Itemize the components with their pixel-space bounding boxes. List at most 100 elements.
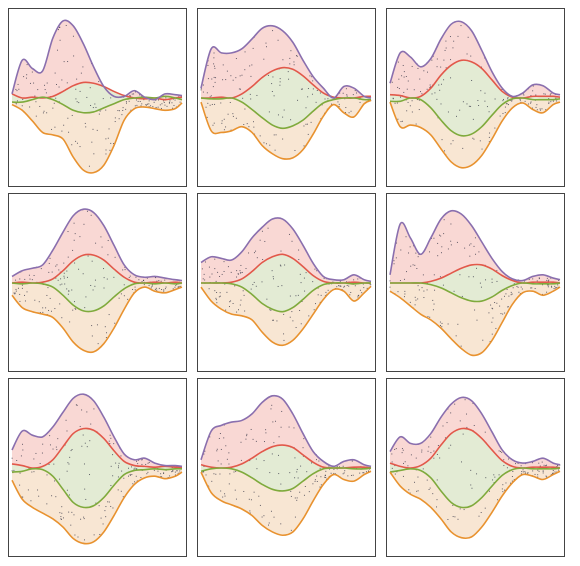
scatter-point: [221, 120, 223, 122]
scatter-point: [545, 475, 547, 477]
scatter-point: [250, 428, 252, 430]
scatter-point: [224, 495, 226, 497]
scatter-point: [476, 267, 478, 269]
scatter-point: [494, 98, 496, 100]
scatter-point: [468, 105, 470, 107]
chart-panel-9: [386, 378, 565, 557]
scatter-point: [61, 317, 63, 319]
scatter-point: [263, 515, 265, 517]
scatter-point: [542, 284, 544, 286]
scatter-point: [24, 294, 26, 296]
scatter-point: [547, 286, 549, 288]
scatter-point: [554, 287, 556, 289]
scatter-point: [252, 284, 254, 286]
scatter-point: [417, 476, 419, 478]
scatter-point: [76, 404, 78, 406]
scatter-point: [164, 288, 166, 290]
scatter-point: [59, 26, 61, 28]
scatter-point: [431, 93, 433, 95]
scatter-point: [401, 452, 403, 454]
scatter-point: [56, 264, 58, 266]
scatter-point: [268, 524, 269, 526]
scatter-point: [512, 471, 514, 473]
scatter-point: [334, 473, 336, 475]
scatter-point: [345, 281, 347, 283]
scatter-point: [416, 490, 418, 492]
scatter-point: [526, 472, 528, 474]
scatter-point: [271, 83, 273, 85]
scatter-point: [95, 502, 97, 504]
scatter-point: [105, 337, 107, 339]
scatter-point: [321, 104, 323, 106]
scatter-point: [348, 112, 350, 114]
scatter-point: [168, 101, 170, 103]
scatter-point: [484, 507, 486, 509]
scatter-point: [303, 125, 305, 127]
scatter-point: [429, 487, 431, 489]
scatter-point: [470, 55, 472, 57]
scatter-point: [139, 101, 141, 102]
scatter-point: [125, 108, 127, 110]
scatter-point: [440, 103, 442, 105]
scatter-point: [520, 473, 522, 475]
scatter-point: [296, 499, 298, 501]
scatter-point: [211, 103, 213, 105]
scatter-point: [422, 274, 424, 276]
upper-envelope-line: [200, 24, 372, 99]
scatter-point: [13, 292, 15, 294]
scatter-point: [537, 476, 539, 478]
scatter-point: [488, 136, 490, 138]
scatter-point: [219, 473, 221, 475]
scatter-point: [296, 55, 298, 57]
scatter-point: [294, 457, 296, 459]
scatter-point: [277, 114, 279, 116]
scatter-point: [179, 286, 181, 288]
scatter-point: [240, 299, 242, 301]
scatter-point: [134, 481, 136, 483]
scatter-point: [92, 289, 94, 291]
scatter-point: [363, 472, 365, 474]
scatter-point: [124, 269, 126, 271]
scatter-point: [109, 149, 111, 151]
scatter-point: [280, 483, 282, 485]
scatter-point: [123, 284, 125, 286]
scatter-point: [267, 74, 269, 76]
lower-band: [12, 96, 182, 173]
scatter-point: [55, 97, 57, 99]
scatter-point: [272, 319, 274, 321]
scatter-point: [112, 507, 114, 509]
scatter-point: [555, 287, 557, 289]
scatter-point: [140, 477, 142, 479]
scatter-point: [129, 473, 131, 475]
scatter-point: [127, 298, 129, 300]
scatter-point: [450, 223, 452, 225]
scatter-point: [143, 99, 145, 101]
scatter-point: [498, 450, 500, 452]
scatter-point: [91, 335, 93, 337]
scatter-point: [204, 450, 206, 452]
scatter-point: [79, 90, 81, 92]
scatter-point: [508, 458, 510, 460]
scatter-point: [489, 132, 491, 134]
scatter-point: [117, 110, 119, 112]
scatter-point: [468, 276, 470, 278]
scatter-point: [324, 474, 326, 476]
scatter-point: [513, 283, 515, 285]
scatter-point: [494, 302, 496, 304]
scatter-point: [303, 277, 305, 279]
scatter-point: [114, 256, 116, 258]
mid-upper-line: [389, 427, 561, 469]
scatter-point: [58, 86, 60, 88]
scatter-point: [102, 98, 104, 100]
scatter-point: [15, 288, 17, 290]
scatter-point: [418, 289, 420, 291]
scatter-point: [104, 510, 106, 512]
scatter-point: [416, 99, 418, 101]
scatter-point: [209, 436, 211, 438]
scatter-point: [208, 266, 210, 268]
upper-band: [12, 394, 182, 469]
scatter-point: [344, 112, 346, 114]
scatter-point: [545, 109, 547, 111]
scatter-point: [67, 462, 69, 464]
scatter-point: [136, 468, 138, 470]
